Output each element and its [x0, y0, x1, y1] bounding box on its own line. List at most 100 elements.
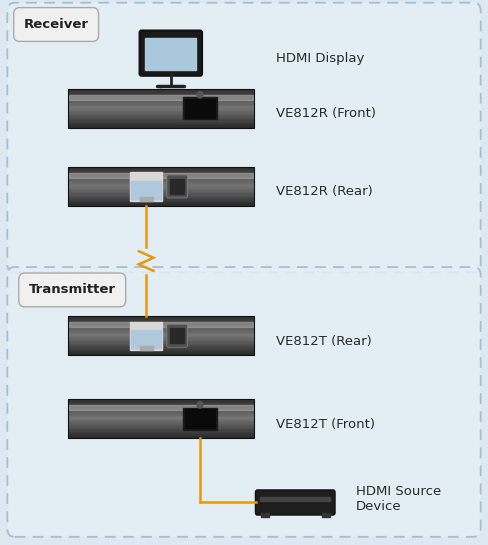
Bar: [68, 92, 254, 93]
Bar: [68, 203, 254, 205]
Text: HDMI Source
Device: HDMI Source Device: [356, 485, 442, 513]
Bar: [68, 405, 254, 407]
Bar: [68, 415, 254, 416]
Bar: [68, 349, 254, 350]
FancyBboxPatch shape: [7, 267, 481, 537]
Bar: [68, 205, 254, 206]
FancyBboxPatch shape: [140, 31, 202, 76]
Bar: [131, 330, 161, 348]
Bar: [68, 425, 254, 426]
Bar: [68, 417, 254, 419]
Bar: [68, 413, 254, 415]
Bar: [68, 419, 254, 420]
Bar: [68, 428, 254, 429]
Text: VE812T (Rear): VE812T (Rear): [276, 335, 371, 348]
Bar: [68, 101, 254, 102]
Bar: [68, 346, 254, 348]
Bar: [68, 328, 254, 329]
Bar: [68, 202, 254, 203]
Circle shape: [197, 92, 203, 98]
FancyBboxPatch shape: [167, 324, 187, 347]
Text: VE812T (Front): VE812T (Front): [276, 417, 375, 431]
Bar: [68, 124, 254, 125]
Bar: [68, 319, 254, 320]
Bar: [68, 432, 254, 433]
Bar: [68, 407, 254, 408]
Bar: [68, 125, 254, 127]
Bar: [68, 95, 254, 96]
FancyBboxPatch shape: [14, 8, 99, 41]
Bar: [68, 173, 254, 174]
Text: VE812R (Front): VE812R (Front): [276, 107, 376, 120]
Bar: [170, 179, 184, 194]
Bar: [68, 167, 254, 168]
Bar: [68, 184, 254, 185]
Bar: [68, 110, 254, 111]
Bar: [183, 98, 217, 119]
Bar: [68, 199, 254, 201]
Bar: [68, 168, 254, 169]
Bar: [68, 437, 254, 438]
Bar: [68, 127, 254, 128]
Bar: [68, 325, 254, 326]
Bar: [68, 348, 254, 349]
Bar: [68, 420, 254, 421]
Bar: [68, 106, 254, 107]
Bar: [68, 424, 254, 425]
Bar: [68, 201, 254, 202]
Bar: [68, 181, 254, 183]
Bar: [68, 429, 254, 431]
Bar: [68, 336, 254, 337]
Bar: [68, 105, 254, 106]
Bar: [68, 329, 254, 330]
Bar: [68, 399, 254, 400]
Bar: [68, 198, 254, 199]
FancyBboxPatch shape: [19, 273, 126, 307]
Bar: [68, 317, 254, 319]
Bar: [68, 354, 254, 355]
Bar: [261, 513, 268, 517]
Bar: [69, 405, 253, 410]
Bar: [68, 183, 254, 184]
Bar: [68, 338, 254, 340]
Bar: [68, 177, 254, 179]
Bar: [68, 111, 254, 112]
Bar: [68, 186, 254, 187]
Bar: [68, 102, 254, 103]
Bar: [140, 197, 153, 201]
Bar: [68, 115, 254, 116]
Bar: [68, 411, 254, 412]
Text: Receiver: Receiver: [23, 18, 89, 31]
Bar: [68, 402, 254, 403]
Bar: [68, 99, 254, 101]
Bar: [68, 353, 254, 354]
Bar: [68, 412, 254, 413]
Bar: [68, 400, 254, 402]
Bar: [68, 171, 254, 172]
Bar: [68, 403, 254, 404]
Bar: [68, 350, 254, 352]
Bar: [68, 316, 254, 317]
Bar: [68, 434, 254, 435]
Bar: [68, 119, 254, 120]
Bar: [145, 38, 196, 70]
Bar: [68, 189, 254, 190]
FancyBboxPatch shape: [167, 175, 187, 198]
Bar: [68, 180, 254, 181]
Bar: [68, 433, 254, 434]
Bar: [183, 408, 217, 429]
Bar: [69, 323, 253, 327]
Bar: [130, 172, 163, 201]
Bar: [68, 123, 254, 124]
Bar: [68, 93, 254, 94]
Text: Transmitter: Transmitter: [29, 283, 116, 296]
FancyBboxPatch shape: [256, 490, 335, 515]
Bar: [68, 416, 254, 417]
Bar: [68, 322, 254, 323]
Bar: [68, 108, 254, 110]
Bar: [68, 409, 254, 411]
Bar: [68, 333, 254, 335]
Bar: [68, 193, 254, 194]
Bar: [322, 513, 330, 517]
Bar: [68, 326, 254, 328]
